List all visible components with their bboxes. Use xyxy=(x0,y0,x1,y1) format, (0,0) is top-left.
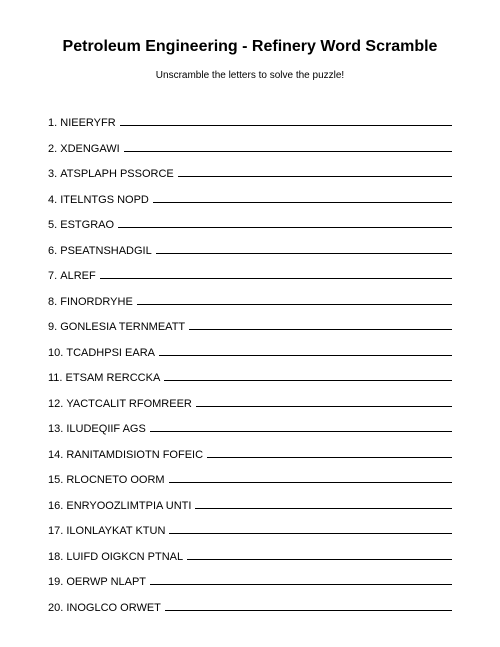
item-text: RANITAMDISIOTN FOFEIC xyxy=(66,449,203,461)
answer-line[interactable] xyxy=(137,294,452,305)
list-item: 16. ENRYOOZLIMTPIA UNTI xyxy=(48,498,452,512)
list-item: 11. ETSAM RERCCKA xyxy=(48,370,452,384)
list-item: 18. LUIFD OIGKCN PTNAL xyxy=(48,549,452,563)
answer-line[interactable] xyxy=(120,115,452,126)
list-item: 13. ILUDEQIIF AGS xyxy=(48,421,452,435)
answer-line[interactable] xyxy=(169,523,452,534)
item-text: ESTGRAO xyxy=(60,219,114,231)
item-number: 14. xyxy=(48,449,63,461)
scramble-list: 1. NIEERYFR 2. XDENGAWI 3. ATSPLAPH PSSO… xyxy=(48,115,452,625)
item-number: 8. xyxy=(48,296,57,308)
item-text: YACTCALIT RFOMREER xyxy=(66,398,192,410)
item-number: 7. xyxy=(48,270,57,282)
answer-line[interactable] xyxy=(165,600,452,611)
answer-line[interactable] xyxy=(189,319,452,330)
list-item: 20. INOGLCO ORWET xyxy=(48,600,452,614)
item-number: 12. xyxy=(48,398,63,410)
answer-line[interactable] xyxy=(178,166,452,177)
list-item: 5. ESTGRAO xyxy=(48,217,452,231)
item-number: 20. xyxy=(48,602,63,614)
item-text: ATSPLAPH PSSORCE xyxy=(60,168,174,180)
page-title: Petroleum Engineering - Refinery Word Sc… xyxy=(48,38,452,56)
list-item: 10. TCADHPSI EARA xyxy=(48,345,452,359)
item-text: ITELNTGS NOPD xyxy=(60,194,149,206)
item-number: 18. xyxy=(48,551,63,563)
answer-line[interactable] xyxy=(159,345,452,356)
item-text: ENRYOOZLIMTPIA UNTI xyxy=(66,500,191,512)
item-text: ILUDEQIIF AGS xyxy=(66,423,145,435)
item-text: FINORDRYHE xyxy=(60,296,133,308)
item-text: PSEATNSHADGIL xyxy=(60,245,152,257)
list-item: 4. ITELNTGS NOPD xyxy=(48,192,452,206)
page-subtitle: Unscramble the letters to solve the puzz… xyxy=(48,70,452,81)
item-number: 16. xyxy=(48,500,63,512)
list-item: 15. RLOCNETO OORM xyxy=(48,472,452,486)
answer-line[interactable] xyxy=(169,472,452,483)
item-number: 3. xyxy=(48,168,57,180)
item-text: XDENGAWI xyxy=(60,143,120,155)
item-number: 2. xyxy=(48,143,57,155)
answer-line[interactable] xyxy=(187,549,452,560)
item-number: 19. xyxy=(48,576,63,588)
list-item: 7. ALREF xyxy=(48,268,452,282)
item-number: 6. xyxy=(48,245,57,257)
item-number: 9. xyxy=(48,321,57,333)
item-text: RLOCNETO OORM xyxy=(66,474,164,486)
list-item: 19. OERWP NLAPT xyxy=(48,574,452,588)
item-text: OERWP NLAPT xyxy=(66,576,146,588)
answer-line[interactable] xyxy=(118,217,452,228)
list-item: 9. GONLESIA TERNMEATT xyxy=(48,319,452,333)
list-item: 14. RANITAMDISIOTN FOFEIC xyxy=(48,447,452,461)
item-number: 13. xyxy=(48,423,63,435)
item-text: LUIFD OIGKCN PTNAL xyxy=(66,551,183,563)
list-item: 2. XDENGAWI xyxy=(48,141,452,155)
item-text: GONLESIA TERNMEATT xyxy=(60,321,185,333)
answer-line[interactable] xyxy=(164,370,452,381)
item-text: NIEERYFR xyxy=(60,117,115,129)
item-number: 1. xyxy=(48,117,57,129)
item-number: 17. xyxy=(48,525,63,537)
answer-line[interactable] xyxy=(124,141,452,152)
item-number: 11. xyxy=(48,372,62,384)
list-item: 12. YACTCALIT RFOMREER xyxy=(48,396,452,410)
answer-line[interactable] xyxy=(153,192,452,203)
answer-line[interactable] xyxy=(150,574,452,585)
answer-line[interactable] xyxy=(195,498,452,509)
list-item: 6. PSEATNSHADGIL xyxy=(48,243,452,257)
answer-line[interactable] xyxy=(150,421,452,432)
answer-line[interactable] xyxy=(156,243,452,254)
item-text: INOGLCO ORWET xyxy=(66,602,161,614)
list-item: 8. FINORDRYHE xyxy=(48,294,452,308)
item-number: 4. xyxy=(48,194,57,206)
item-text: TCADHPSI EARA xyxy=(66,347,155,359)
item-number: 10. xyxy=(48,347,63,359)
list-item: 1. NIEERYFR xyxy=(48,115,452,129)
item-number: 15. xyxy=(48,474,63,486)
answer-line[interactable] xyxy=(100,268,452,279)
list-item: 17. ILONLAYKAT KTUN xyxy=(48,523,452,537)
answer-line[interactable] xyxy=(196,396,452,407)
item-text: ILONLAYKAT KTUN xyxy=(66,525,165,537)
item-number: 5. xyxy=(48,219,57,231)
list-item: 3. ATSPLAPH PSSORCE xyxy=(48,166,452,180)
item-text: ALREF xyxy=(60,270,95,282)
answer-line[interactable] xyxy=(207,447,452,458)
item-text: ETSAM RERCCKA xyxy=(66,372,161,384)
